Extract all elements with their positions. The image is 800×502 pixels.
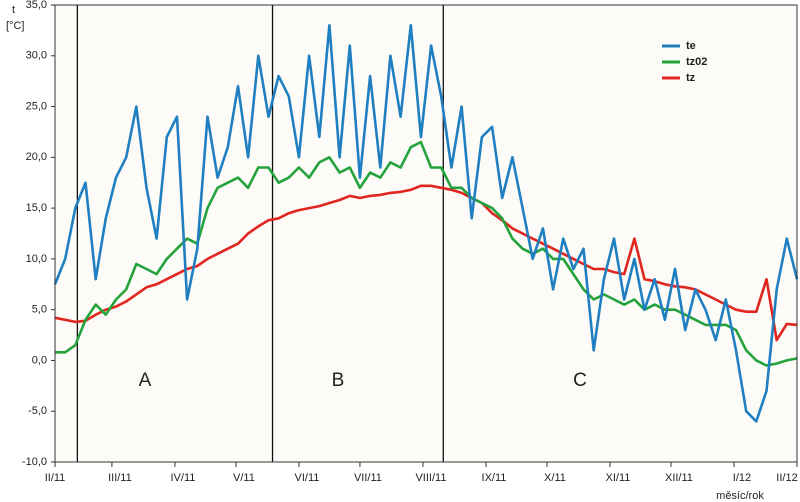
x-tick-label: XI/11 (606, 472, 631, 484)
y-tick-label: 35,0 (26, 0, 47, 11)
x-tick-label: II/11 (45, 472, 66, 484)
x-tick-label: XII/11 (665, 472, 693, 484)
region-label: A (139, 370, 152, 391)
region-label: B (332, 370, 345, 391)
y-tick-label: 10,0 (26, 253, 47, 265)
legend-label: tz (686, 72, 696, 84)
region-label: C (573, 370, 587, 391)
x-tick-label: I/12 (733, 472, 751, 484)
x-tick-label: X/11 (544, 472, 566, 484)
x-axis-label: měsíc/rok (716, 490, 764, 502)
legend-label: tz02 (686, 56, 707, 68)
plot-frame (54, 4, 798, 463)
y-tick-label: 20,0 (26, 151, 47, 163)
x-tick-label: V/11 (233, 472, 255, 484)
series-line (55, 140, 798, 367)
y-axis-label: t (12, 4, 15, 16)
y-axis-unit: [°C] (6, 20, 24, 32)
series-line (53, 24, 799, 423)
x-tick-label: II/12 (776, 472, 797, 484)
y-tick-label: 15,0 (26, 202, 47, 214)
x-tick-label: IX/11 (482, 472, 507, 484)
x-tick-label: VI/11 (295, 472, 320, 484)
series-line (54, 184, 798, 342)
x-tick-label: VIII/11 (415, 472, 446, 484)
x-tick-label: III/11 (108, 472, 132, 484)
legend-label: te (686, 40, 696, 52)
y-tick-label: 30,0 (26, 50, 47, 62)
y-tick-label: -10,0 (22, 456, 47, 468)
y-tick-label: -5,0 (28, 405, 47, 417)
x-tick-label: VII/11 (354, 472, 382, 484)
y-tick-label: 25,0 (26, 100, 47, 112)
y-tick-label: 0,0 (32, 354, 47, 366)
y-tick-label: 5,0 (32, 304, 47, 316)
x-tick-label: IV/11 (171, 472, 196, 484)
